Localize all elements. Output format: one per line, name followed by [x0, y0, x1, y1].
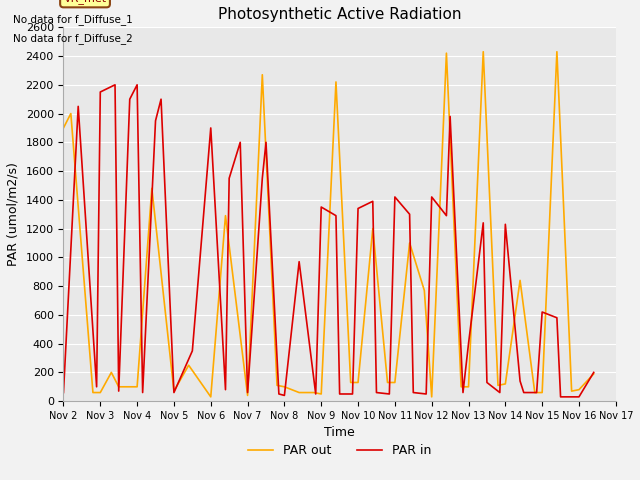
- PAR in: [391, 194, 399, 200]
- PAR out: [575, 387, 583, 393]
- PAR out: [317, 391, 325, 397]
- X-axis label: Time: Time: [324, 426, 355, 440]
- PAR out: [383, 380, 391, 385]
- PAR out: [332, 79, 340, 85]
- PAR out: [148, 185, 156, 191]
- PAR out: [108, 370, 115, 375]
- PAR out: [295, 390, 303, 396]
- PAR out: [369, 226, 376, 231]
- PAR in: [557, 394, 564, 400]
- PAR out: [428, 394, 436, 400]
- PAR out: [590, 371, 598, 377]
- Y-axis label: PAR (umol/m2/s): PAR (umol/m2/s): [7, 162, 20, 266]
- PAR out: [185, 362, 193, 368]
- Text: No data for f_Diffuse_1: No data for f_Diffuse_1: [13, 13, 132, 24]
- PAR out: [207, 394, 214, 400]
- PAR out: [60, 125, 67, 131]
- PAR out: [443, 50, 451, 56]
- PAR out: [259, 72, 266, 78]
- PAR in: [372, 390, 380, 396]
- PAR out: [89, 390, 97, 396]
- PAR out: [115, 384, 122, 390]
- PAR in: [111, 82, 119, 88]
- Legend: PAR out, PAR in: PAR out, PAR in: [243, 439, 436, 462]
- Title: Photosynthetic Active Radiation: Photosynthetic Active Radiation: [218, 7, 461, 22]
- PAR out: [531, 390, 539, 396]
- Line: PAR in: PAR in: [63, 85, 594, 397]
- PAR out: [273, 383, 281, 388]
- PAR out: [391, 380, 399, 385]
- PAR out: [538, 390, 546, 396]
- PAR out: [97, 390, 104, 396]
- PAR in: [280, 393, 288, 398]
- PAR out: [420, 288, 428, 293]
- PAR out: [479, 49, 487, 55]
- PAR out: [221, 213, 229, 218]
- PAR out: [244, 393, 252, 398]
- PAR out: [494, 383, 502, 388]
- Text: VR_met: VR_met: [63, 0, 107, 4]
- PAR out: [502, 381, 509, 387]
- PAR in: [590, 370, 598, 375]
- PAR out: [458, 384, 465, 390]
- PAR out: [465, 384, 472, 390]
- PAR out: [553, 49, 561, 55]
- PAR out: [133, 384, 141, 390]
- Text: No data for f_Diffuse_2: No data for f_Diffuse_2: [13, 33, 132, 44]
- PAR out: [568, 388, 575, 394]
- Line: PAR out: PAR out: [63, 52, 594, 397]
- PAR out: [354, 380, 362, 385]
- PAR out: [170, 388, 178, 394]
- PAR out: [347, 380, 355, 385]
- PAR out: [516, 277, 524, 283]
- PAR in: [157, 96, 165, 102]
- PAR out: [310, 390, 317, 396]
- PAR out: [280, 384, 288, 390]
- PAR out: [406, 240, 413, 246]
- PAR out: [67, 111, 75, 117]
- PAR in: [443, 213, 451, 218]
- PAR in: [406, 211, 413, 217]
- PAR in: [60, 390, 67, 396]
